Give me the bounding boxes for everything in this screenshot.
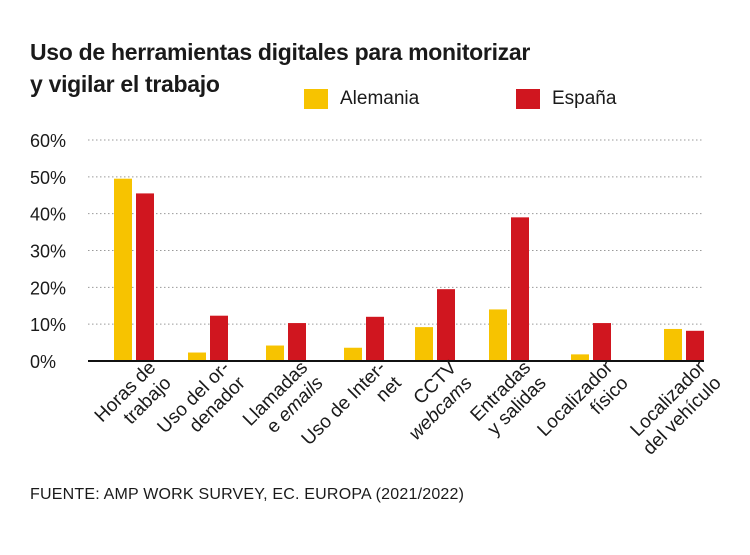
x-tick-label-5: CCTVwebcams: [390, 357, 477, 444]
bar-alemania-1: [114, 178, 132, 361]
bar-espana-4: [366, 316, 384, 361]
legend-label-alemania: Alemania: [340, 88, 420, 109]
y-tick-label-50: 50%: [30, 168, 66, 188]
x-tick-label-4: Uso de Inter-net: [298, 357, 406, 465]
y-tick-label-30: 30%: [30, 242, 66, 262]
chart-title: Uso de herramientas digitales para monit…: [30, 36, 530, 100]
bar-alemania-7: [571, 354, 589, 361]
y-tick-label-40: 40%: [30, 205, 66, 225]
x-tick-label-2: Uso del or-denador: [154, 357, 250, 453]
legend-swatch-espana: [516, 89, 540, 109]
legend-label-espana: España: [552, 88, 617, 109]
bar-alemania-6: [489, 309, 507, 361]
bar-alemania-5: [415, 327, 433, 361]
y-tick-label-10: 10%: [30, 315, 66, 335]
y-tick-label-0: 0%: [30, 352, 56, 372]
source-note: FUENTE: AMP WORK SURVEY, EC. EUROPA (202…: [30, 486, 465, 503]
x-tick-label-7: Localizadorfísico: [534, 357, 633, 456]
y-tick-label-20: 20%: [30, 278, 66, 298]
bar-espana-8: [686, 330, 704, 361]
chart-title-line-2: y vigilar el trabajo: [30, 71, 220, 97]
bar-espana-5: [437, 289, 455, 361]
legend-item-espana: España: [516, 88, 616, 110]
bar-espana-6: [511, 217, 529, 361]
y-tick-label-60: 60%: [30, 131, 66, 151]
bar-espana-3: [288, 323, 306, 361]
legend-swatch-alemania: [304, 89, 328, 109]
bar-alemania-4: [344, 347, 362, 361]
chart-title-line-1: Uso de herramientas digitales para monit…: [30, 39, 531, 65]
bar-espana-1: [136, 193, 154, 361]
bar-alemania-3: [266, 345, 284, 361]
bar-espana-7: [593, 323, 611, 361]
bar-alemania-8: [664, 328, 682, 361]
bar-alemania-2: [188, 352, 206, 361]
x-tick-label-8: Localizadordel vehículo: [624, 357, 726, 459]
bar-espana-2: [210, 315, 228, 361]
legend-item-alemania: Alemania: [304, 88, 419, 110]
